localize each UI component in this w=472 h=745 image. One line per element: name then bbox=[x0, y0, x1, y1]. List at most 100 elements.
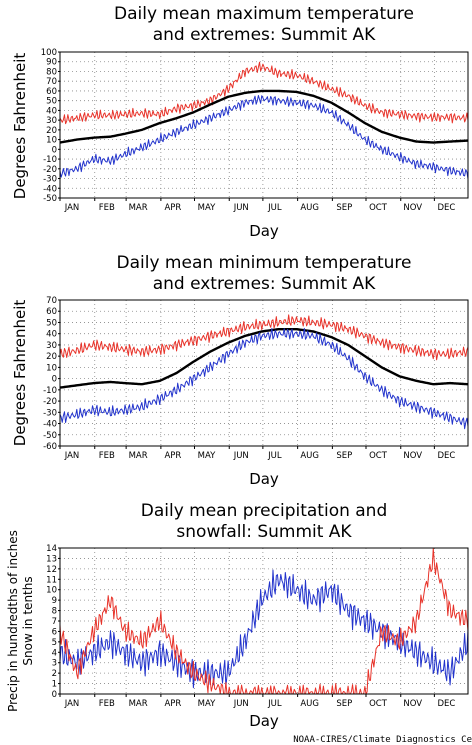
y-tick-label: 0 bbox=[52, 375, 57, 385]
y-tick-label: -40 bbox=[43, 420, 57, 430]
plot-frame bbox=[59, 299, 469, 447]
y-tick-label: 100 bbox=[41, 48, 57, 58]
y-tick-label: 30 bbox=[46, 341, 57, 351]
y-axis-label: Degrees Fahrenheit bbox=[11, 53, 29, 200]
y-tick-label: 20 bbox=[46, 126, 57, 136]
chart-title-line-1: Daily mean minimum temperature bbox=[117, 253, 412, 273]
y-tick-label: 10 bbox=[46, 136, 57, 146]
x-tick-label: SEP bbox=[336, 203, 352, 213]
y-tick-label: -40 bbox=[43, 184, 57, 194]
y-tick-label: 20 bbox=[46, 352, 57, 362]
plot-frame bbox=[59, 51, 469, 199]
y-tick-label: 13 bbox=[46, 554, 57, 564]
x-tick-label: NOV bbox=[403, 203, 422, 213]
series-line-high bbox=[59, 61, 469, 125]
y-tick-label: -10 bbox=[43, 155, 57, 165]
y-tick-label: 1 bbox=[52, 680, 57, 690]
y-tick-label: 50 bbox=[46, 97, 57, 107]
x-tick-label: AUG bbox=[300, 203, 319, 213]
x-tick-label: DEC bbox=[437, 451, 455, 461]
x-tick-label: MAR bbox=[129, 203, 148, 213]
x-tick-label: AUG bbox=[300, 699, 319, 709]
x-tick-label: MAR bbox=[129, 451, 148, 461]
x-tick-label: FEB bbox=[99, 203, 115, 213]
x-tick-label: OCT bbox=[369, 203, 388, 213]
y-tick-label: 2 bbox=[52, 669, 57, 679]
x-tick-label: JUL bbox=[267, 699, 282, 709]
y-tick-label: 50 bbox=[46, 318, 57, 328]
y-axis-label-line-1: Precip in hundredths of inches bbox=[6, 530, 20, 712]
y-tick-label: -50 bbox=[43, 194, 57, 204]
x-axis-label: Day bbox=[249, 470, 279, 488]
y-tick-label: 14 bbox=[46, 544, 57, 554]
x-tick-label: JUN bbox=[233, 451, 249, 461]
y-tick-label: 8 bbox=[52, 607, 57, 617]
x-tick-label: JAN bbox=[64, 451, 80, 461]
y-tick-label: 0 bbox=[52, 145, 57, 155]
series-line-mean bbox=[59, 328, 469, 389]
x-tick-label: OCT bbox=[369, 451, 388, 461]
x-tick-label: NOV bbox=[403, 699, 422, 709]
x-tick-label: APR bbox=[164, 203, 181, 213]
y-tick-label: -60 bbox=[43, 442, 57, 452]
y-tick-label: 60 bbox=[46, 307, 57, 317]
y-tick-label: 7 bbox=[52, 617, 57, 627]
x-tick-label: DEC bbox=[437, 699, 455, 709]
x-tick-label: FEB bbox=[99, 451, 115, 461]
x-tick-label: MAY bbox=[198, 699, 216, 709]
y-axis-label: Degrees Fahrenheit bbox=[11, 300, 29, 447]
x-axis-label: Day bbox=[249, 222, 279, 240]
min-temperature-chart: Daily mean minimum temperature and extre… bbox=[11, 253, 469, 488]
x-tick-label: MAR bbox=[129, 699, 148, 709]
x-tick-label: FEB bbox=[99, 699, 115, 709]
x-tick-label: APR bbox=[164, 451, 181, 461]
x-tick-label: MAY bbox=[198, 451, 216, 461]
series-line-mean bbox=[59, 89, 469, 144]
y-tick-label: 5 bbox=[52, 638, 57, 648]
credit-text: NOAA-CIRES/Climate Diagnostics Ce bbox=[293, 735, 472, 745]
y-tick-label: 4 bbox=[52, 648, 57, 658]
x-tick-label: APR bbox=[164, 699, 181, 709]
x-tick-label: JUN bbox=[233, 699, 249, 709]
x-tick-label: JUL bbox=[267, 451, 282, 461]
max-temperature-chart: Daily mean maximum temperature and extre… bbox=[11, 4, 469, 240]
x-tick-label: SEP bbox=[336, 451, 352, 461]
y-tick-label: 60 bbox=[46, 87, 57, 97]
x-axis-label: Day bbox=[249, 712, 279, 730]
y-tick-label: 10 bbox=[46, 363, 57, 373]
x-tick-label: AUG bbox=[300, 451, 319, 461]
y-tick-label: -30 bbox=[43, 408, 57, 418]
plot-frame bbox=[59, 547, 469, 695]
x-tick-label: JAN bbox=[64, 699, 80, 709]
y-tick-label: 40 bbox=[46, 330, 57, 340]
x-tick-label: MAY bbox=[198, 203, 216, 213]
chart-title-line-2: and extremes: Summit AK bbox=[153, 274, 376, 294]
series-line-precip bbox=[59, 569, 469, 689]
chart-title-line-1: Daily mean maximum temperature bbox=[114, 4, 414, 24]
y-tick-label: 0 bbox=[52, 690, 57, 700]
y-tick-label: 70 bbox=[46, 296, 57, 306]
y-tick-label: -10 bbox=[43, 386, 57, 396]
y-tick-label: 10 bbox=[46, 586, 57, 596]
y-tick-label: -20 bbox=[43, 397, 57, 407]
y-tick-label: 40 bbox=[46, 106, 57, 116]
x-tick-label: JUL bbox=[267, 203, 282, 213]
y-tick-label: 90 bbox=[46, 58, 57, 68]
chart-title-line-2: snowfall: Summit AK bbox=[176, 522, 352, 542]
x-tick-label: JAN bbox=[64, 203, 80, 213]
y-tick-label: 11 bbox=[46, 575, 57, 585]
series-line-low bbox=[59, 327, 469, 430]
x-tick-label: NOV bbox=[403, 451, 422, 461]
x-tick-label: SEP bbox=[336, 699, 352, 709]
y-tick-label: 6 bbox=[52, 627, 57, 637]
chart-title-line-2: and extremes: Summit AK bbox=[153, 25, 376, 45]
y-tick-label: 80 bbox=[46, 67, 57, 77]
y-tick-label: -20 bbox=[43, 165, 57, 175]
y-tick-label: 12 bbox=[46, 565, 57, 575]
y-tick-label: -50 bbox=[43, 431, 57, 441]
y-tick-label: 30 bbox=[46, 116, 57, 126]
x-tick-label: DEC bbox=[437, 203, 455, 213]
x-tick-label: OCT bbox=[369, 699, 388, 709]
y-axis-label-line-2: Snow in tenths bbox=[21, 576, 35, 665]
